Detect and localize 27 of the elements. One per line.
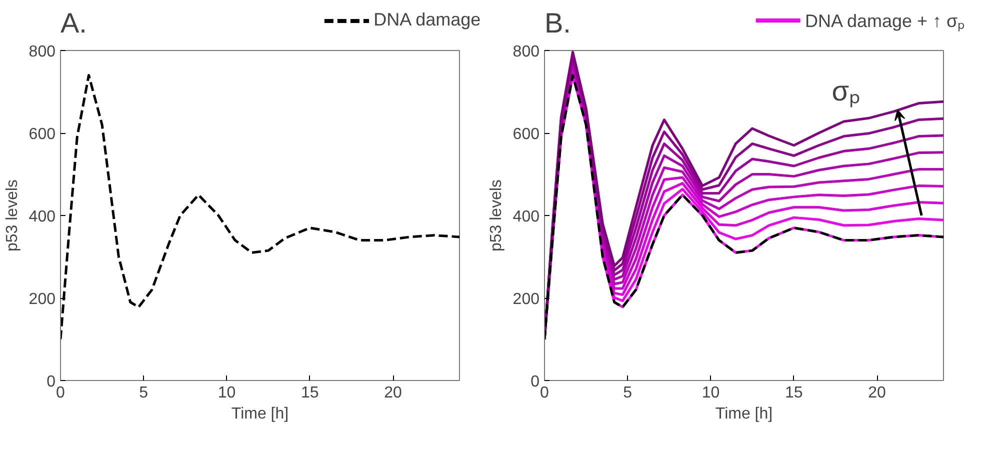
- legend-label: DNA damage + ↑ σₚ: [804, 10, 965, 32]
- y-tick-label: 0: [530, 374, 540, 390]
- y-tick-label: 800: [512, 44, 540, 60]
- y-tick-label: 200: [28, 291, 56, 308]
- x-axis-title: Time [h]: [715, 406, 773, 422]
- x-tick-label: 5: [139, 384, 148, 402]
- x-tick-label: 10: [218, 384, 236, 402]
- y-tick-label: 600: [28, 126, 56, 143]
- x-tick-label: 20: [868, 384, 886, 402]
- annotation: σₚ: [832, 76, 860, 108]
- y-tick-label: 0: [46, 374, 56, 390]
- x-tick-label: 20: [384, 384, 402, 402]
- y-tick-label: 400: [512, 208, 540, 226]
- chart-title: B.: [544, 8, 571, 38]
- y-axis-title: p53 levels: [488, 179, 505, 252]
- legend-label: DNA damage: [374, 10, 481, 30]
- x-tick-label: 5: [623, 384, 632, 402]
- x-tick-label: 10: [702, 384, 720, 402]
- y-tick-label: 400: [28, 208, 56, 226]
- x-axis-title: Time [h]: [231, 406, 289, 422]
- chart-title: A.: [60, 8, 87, 38]
- x-tick-label: 15: [300, 384, 319, 402]
- y-tick-label: 600: [512, 126, 540, 143]
- y-tick-label: 800: [28, 44, 56, 60]
- y-axis-title: p53 levels: [4, 179, 21, 252]
- x-tick-label: 15: [784, 384, 803, 402]
- y-tick-label: 200: [512, 291, 540, 308]
